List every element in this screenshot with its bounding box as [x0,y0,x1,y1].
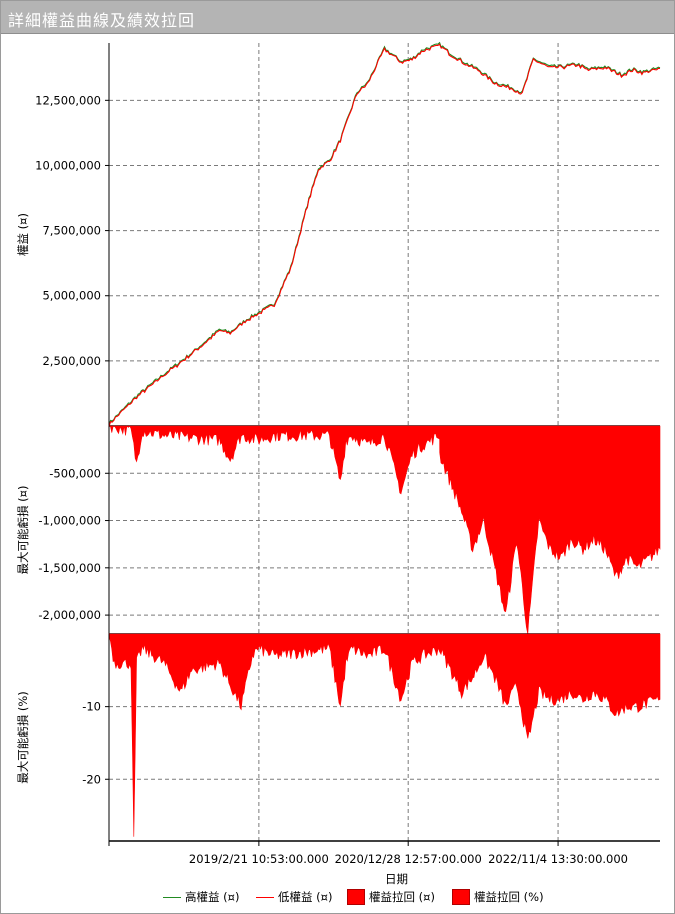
x-tick-label: 2022/11/4 13:30:00.000 [488,852,628,866]
drawdown-area [108,425,661,635]
series-low-equity [108,43,661,427]
date-axis: 2019/2/21 10:53:00.000 2020/12/28 12:57:0… [108,841,628,886]
y-tick-label: -2,000,000 [38,608,101,622]
legend-swatch-low [256,896,274,898]
y-tick-label: -10 [82,700,101,714]
window-title: 詳細權益曲線及績效拉回 [8,11,196,30]
y-tick-label: 7,500,000 [42,224,101,238]
y-tick-label: -1,000,000 [38,514,101,528]
drawdown-area [108,633,661,837]
legend-label-high: 高權益 (¤) [185,890,240,904]
y-tick-label: 12,500,000 [35,93,101,107]
legend: 高權益 (¤) 低權益 (¤) 權益拉回 (¤) 權益拉回 (%) [1,887,674,907]
legend-item-drawdown-amount[interactable]: 權益拉回 (¤) [347,887,435,907]
y-tick-label: 5,000,000 [42,289,101,303]
y-axis-label: 最大可能虧損 (¤) [16,486,30,575]
y-axis-label: 權益 (¤) [16,213,30,256]
legend-label-drawdown-percent: 權益拉回 (%) [474,890,544,904]
legend-item-drawdown-percent[interactable]: 權益拉回 (%) [452,887,544,907]
y-tick-label: 2,500,000 [42,354,101,368]
y-tick-label: -20 [82,772,101,786]
y-axis-label: 最大可能虧損 (%) [16,691,30,784]
legend-item-high-equity[interactable]: 高權益 (¤) [163,887,239,907]
y-tick-label: 10,000,000 [35,158,101,172]
legend-label-drawdown-amount: 權益拉回 (¤) [369,890,435,904]
y-tick-label: -500,000 [49,466,101,480]
legend-item-low-equity[interactable]: 低權益 (¤) [256,887,332,907]
y-tick-label: -1,500,000 [38,561,101,575]
equity-panel: 2,500,000 5,000,000 7,500,000 10,000,000 12,… [16,41,661,427]
legend-swatch-drawdown-amount [347,889,365,905]
x-axis-label: 日期 [385,872,408,886]
drawdown-amount-panel: -500,000 -1,000,000 -1,500,000 -2,000,000 最大… [16,425,661,635]
series-high-equity [108,41,661,426]
drawdown-percent-panel: -10 -20 最大可能虧損 (%) [16,633,661,842]
legend-swatch-high [163,896,181,898]
x-tick-label: 2020/12/28 12:57:00.000 [335,852,482,866]
titlebar: 詳細權益曲線及績效拉回 [1,1,674,34]
legend-swatch-drawdown-percent [452,889,470,905]
x-tick-label: 2019/2/21 10:53:00.000 [189,852,329,866]
legend-label-low: 低權益 (¤) [278,890,333,904]
